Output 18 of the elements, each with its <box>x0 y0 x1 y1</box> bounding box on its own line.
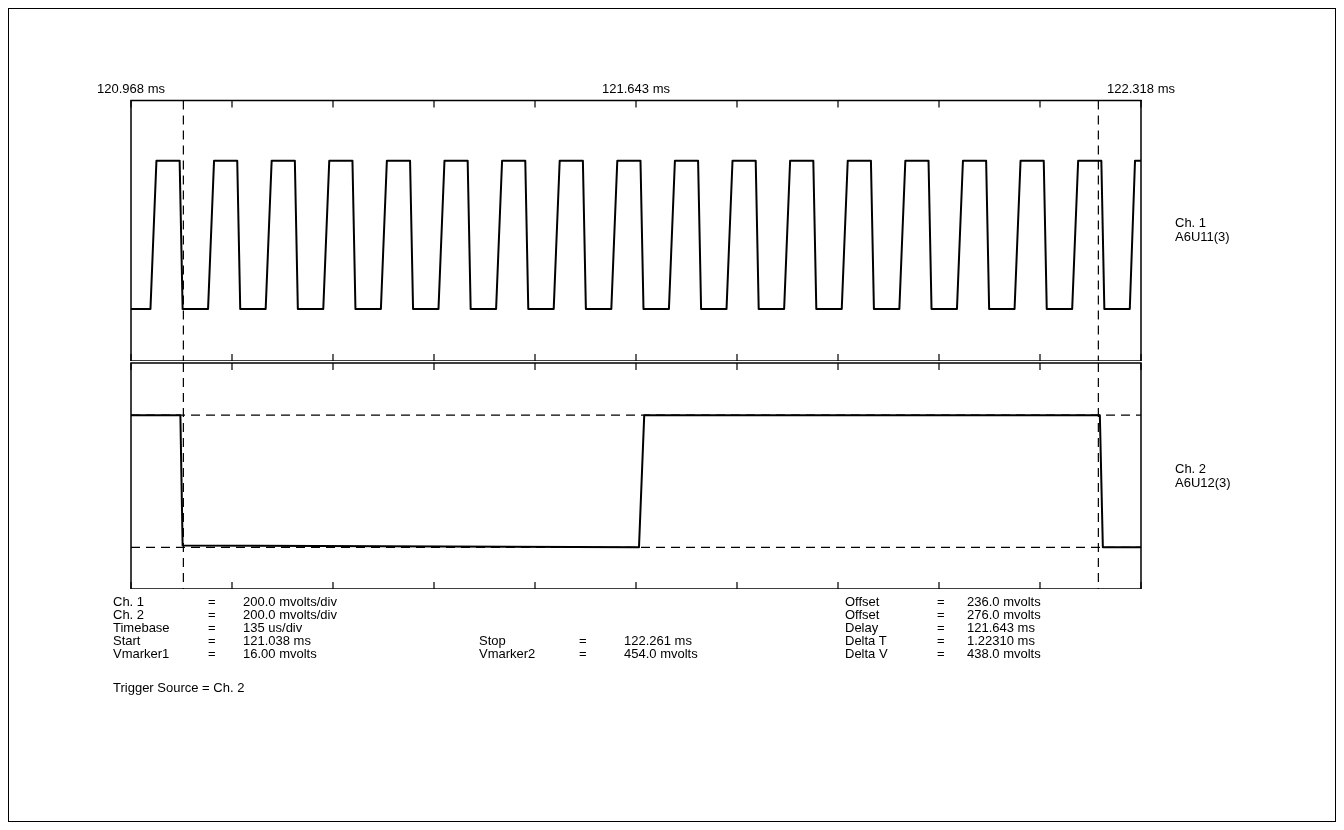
text: Vmarker1 = 16.00 mvolts <box>113 646 317 661</box>
text: Delta T = 1.22310 ms <box>845 633 1035 648</box>
text: Delta V = 438.0 mvolts <box>845 646 1041 661</box>
text: Trigger Source = Ch. 2 <box>113 680 245 695</box>
text: Ch. 1 = 200.0 mvolts/div <box>113 594 337 609</box>
text: Ch. 1 A6U11(3) <box>1175 215 1230 245</box>
text: Offset = 236.0 mvolts <box>845 594 1041 609</box>
text: Offset = 276.0 mvolts <box>845 607 1041 622</box>
text: Ch. 2 A6U12(3) <box>1175 460 1231 490</box>
text: Start = 121.038 ms <box>113 633 311 648</box>
x-tick-label: 122.318 ms <box>1107 81 1176 97</box>
x-tick-label: 121.643 ms <box>602 81 671 97</box>
text: Delay = 121.643 ms <box>845 620 1035 635</box>
text: Vmarker2 = 454.0 mvolts <box>479 646 698 661</box>
x-tick-label: 120.968 ms <box>97 81 166 97</box>
text: Ch. 2 = 200.0 mvolts/div <box>113 607 337 622</box>
text: Timebase = 135 us/div <box>113 620 303 635</box>
text: Stop = 122.261 ms <box>479 633 692 648</box>
